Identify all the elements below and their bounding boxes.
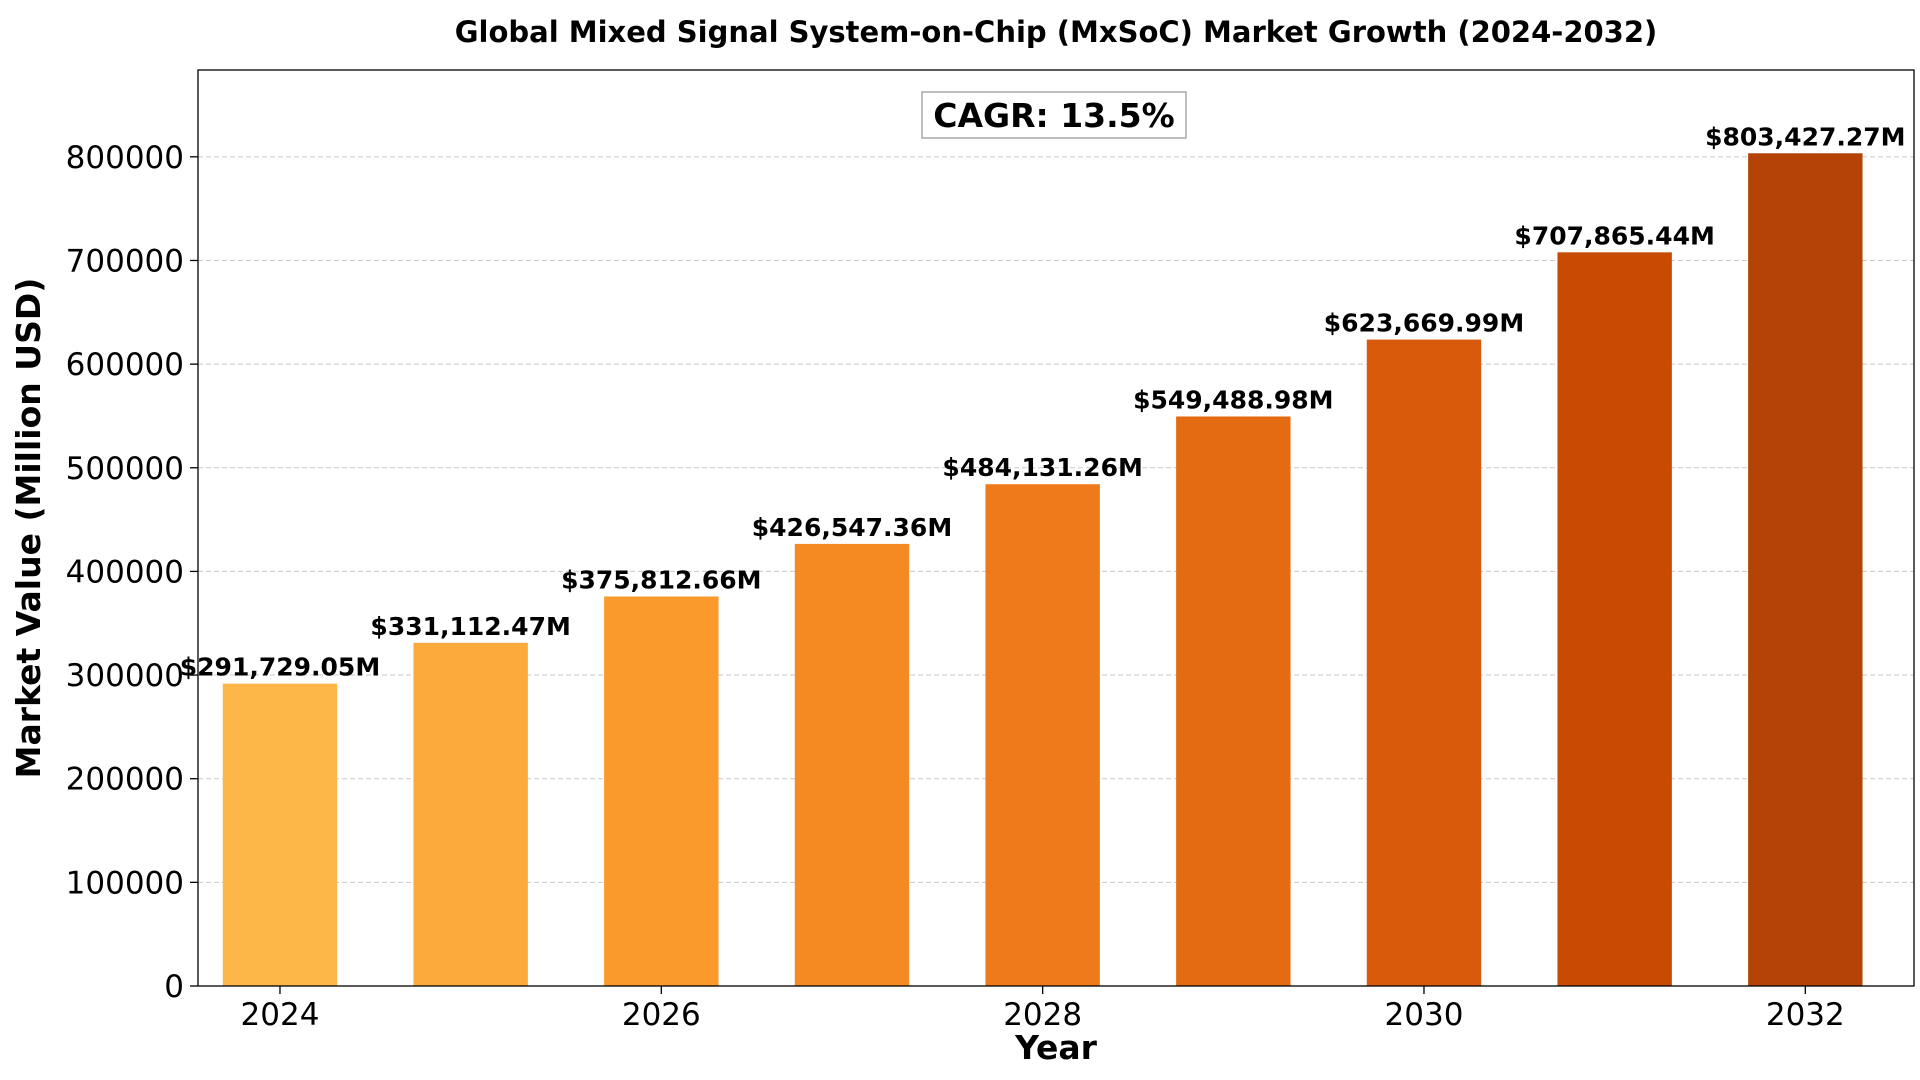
bar bbox=[1557, 252, 1672, 986]
y-tick-label: 200000 bbox=[66, 762, 184, 798]
bar-value-label: $623,669.99M bbox=[1324, 309, 1524, 338]
x-axis-ticks: 2024 2026 2028 2030 2032 bbox=[241, 986, 1845, 1033]
bar bbox=[1366, 339, 1482, 986]
bar-value-label: $707,865.44M bbox=[1514, 221, 1714, 250]
bar bbox=[222, 683, 338, 986]
y-tick-label: 600000 bbox=[66, 347, 184, 383]
bar-value-label: $291,729.05M bbox=[180, 653, 380, 682]
y-axis-ticks: 0 100000 200000 300000 400000 500000 600000 700… bbox=[66, 140, 198, 1005]
y-tick-label: 300000 bbox=[66, 658, 184, 694]
data-labels: $291,729.05M $331,112.47M $375,812.66M $426… bbox=[180, 122, 1906, 681]
bar bbox=[985, 484, 1100, 986]
y-tick-label: 700000 bbox=[66, 243, 184, 279]
x-tick-label: 2024 bbox=[241, 997, 320, 1033]
bar bbox=[1748, 153, 1863, 987]
x-axis-label: Year bbox=[1014, 1028, 1098, 1067]
bar-value-label: $331,112.47M bbox=[370, 612, 570, 641]
bar-value-label: $549,488.98M bbox=[1133, 385, 1333, 414]
bar bbox=[604, 596, 719, 986]
bar-value-label: $375,812.66M bbox=[561, 565, 761, 594]
bar bbox=[794, 543, 910, 986]
y-tick-label: 400000 bbox=[66, 554, 184, 590]
bar bbox=[1176, 416, 1291, 987]
cagr-text: CAGR: 13.5% bbox=[933, 96, 1174, 135]
cagr-box bbox=[921, 91, 1187, 139]
bar-value-label: $803,427.27M bbox=[1705, 122, 1905, 151]
x-tick-label: 2032 bbox=[1766, 997, 1845, 1033]
x-tick-label: 2028 bbox=[1003, 997, 1082, 1033]
bar-value-label: $484,131.26M bbox=[942, 453, 1142, 482]
bars bbox=[222, 153, 1863, 987]
y-axis-label: Market Value (Million USD) bbox=[9, 278, 48, 779]
x-tick-label: 2026 bbox=[622, 997, 701, 1033]
y-tick-label: 0 bbox=[164, 969, 184, 1005]
bar bbox=[413, 642, 528, 986]
y-tick-label: 100000 bbox=[66, 865, 184, 901]
plot-frame bbox=[197, 69, 1915, 987]
y-tick-label: 500000 bbox=[66, 451, 184, 487]
bar-value-label: $426,547.36M bbox=[752, 513, 952, 542]
cagr-annotation: CAGR: 13.5% bbox=[921, 91, 1187, 139]
chart-title: Global Mixed Signal System-on-Chip (MxSo… bbox=[455, 15, 1658, 49]
x-tick-label: 2030 bbox=[1385, 997, 1464, 1033]
y-tick-label: 800000 bbox=[66, 140, 184, 176]
